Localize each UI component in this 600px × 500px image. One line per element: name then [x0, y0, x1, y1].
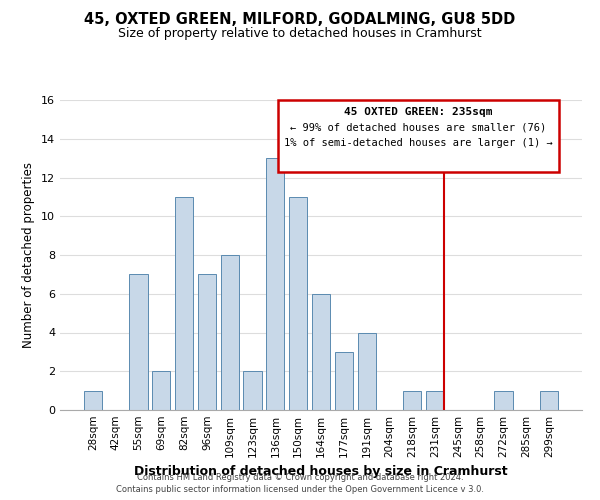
Bar	[312, 294, 330, 410]
Bar	[198, 274, 216, 410]
Bar	[84, 390, 102, 410]
Bar	[221, 255, 239, 410]
Bar	[289, 197, 307, 410]
Text: 45 OXTED GREEN: 235sqm: 45 OXTED GREEN: 235sqm	[344, 107, 493, 117]
Bar	[426, 390, 444, 410]
Bar	[335, 352, 353, 410]
Y-axis label: Number of detached properties: Number of detached properties	[22, 162, 35, 348]
Text: Size of property relative to detached houses in Cramhurst: Size of property relative to detached ho…	[118, 28, 482, 40]
FancyBboxPatch shape	[278, 100, 559, 172]
Text: 45, OXTED GREEN, MILFORD, GODALMING, GU8 5DD: 45, OXTED GREEN, MILFORD, GODALMING, GU8…	[85, 12, 515, 28]
Bar	[494, 390, 512, 410]
Bar	[358, 332, 376, 410]
Text: 1% of semi-detached houses are larger (1) →: 1% of semi-detached houses are larger (1…	[284, 138, 553, 148]
Bar	[244, 371, 262, 410]
Text: Contains public sector information licensed under the Open Government Licence v : Contains public sector information licen…	[116, 485, 484, 494]
X-axis label: Distribution of detached houses by size in Cramhurst: Distribution of detached houses by size …	[134, 466, 508, 478]
Bar	[403, 390, 421, 410]
Bar	[175, 197, 193, 410]
Bar	[266, 158, 284, 410]
Text: Contains HM Land Registry data © Crown copyright and database right 2024.: Contains HM Land Registry data © Crown c…	[137, 472, 463, 482]
Bar	[540, 390, 558, 410]
Bar	[130, 274, 148, 410]
Text: ← 99% of detached houses are smaller (76): ← 99% of detached houses are smaller (76…	[290, 122, 547, 132]
Bar	[152, 371, 170, 410]
